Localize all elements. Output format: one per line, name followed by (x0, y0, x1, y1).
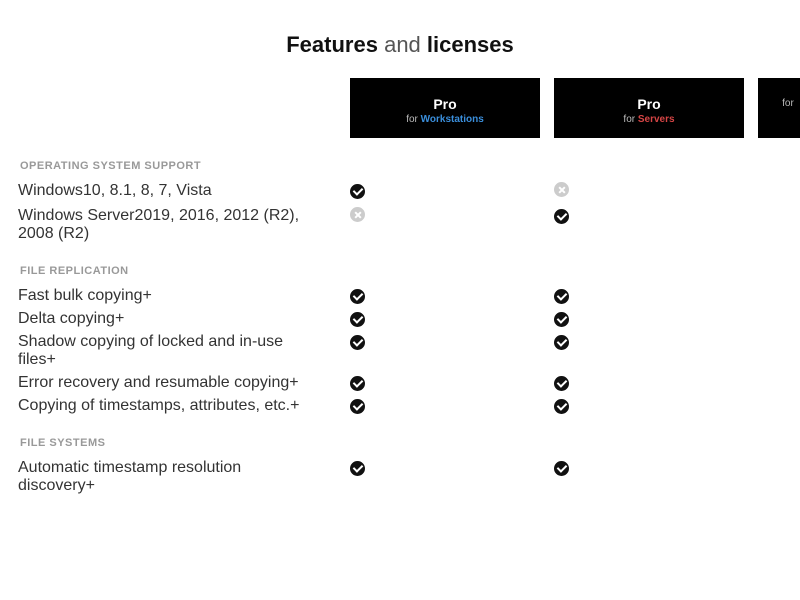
plan-header: Pro for Servers (554, 78, 744, 138)
feature-label: Automatic timestamp resolution discovery… (18, 459, 336, 495)
spacer (554, 243, 744, 287)
feature-cell (758, 397, 800, 415)
expand-icon[interactable]: + (143, 287, 152, 304)
unavailable-icon (350, 207, 365, 222)
feature-label: Windows10, 8.1, 8, 7, Vista (18, 182, 336, 202)
spacer (758, 243, 800, 287)
expand-icon[interactable]: + (289, 374, 298, 391)
plan-subtitle: for Servers (562, 114, 736, 125)
check-icon (554, 399, 569, 414)
feature-name: Shadow copying of locked and in-use file… (18, 333, 283, 368)
spacer (554, 138, 744, 182)
plan-target: Servers (638, 114, 675, 125)
plan-name: Pro (562, 96, 736, 112)
check-icon (554, 289, 569, 304)
feature-detail: 10, 8.1, 8, 7, Vista (83, 182, 212, 199)
header-spacer (18, 78, 336, 138)
feature-cell (554, 182, 744, 202)
plan-header: for (758, 78, 800, 138)
check-icon (554, 376, 569, 391)
section-title: OPERATING SYSTEM SUPPORT (18, 138, 306, 182)
expand-icon[interactable]: + (290, 397, 299, 414)
feature-cell (554, 374, 744, 392)
spacer (350, 243, 540, 287)
check-icon (350, 461, 365, 476)
check-icon (554, 209, 569, 224)
plan-for: for (623, 114, 637, 125)
feature-cell (554, 333, 744, 369)
section-header: FILE REPLICATION (18, 243, 336, 287)
feature-label: Delta copying+ (18, 310, 336, 328)
feature-cell (350, 333, 540, 369)
unavailable-icon (554, 182, 569, 197)
check-icon (350, 399, 365, 414)
check-icon (554, 312, 569, 327)
feature-cell (758, 459, 800, 495)
spacer (350, 138, 540, 182)
feature-cell (350, 374, 540, 392)
feature-name: Fast bulk copying (18, 287, 143, 304)
title-word-3: licenses (427, 32, 514, 57)
section-header: FILE SYSTEMS (18, 415, 336, 459)
feature-label: Shadow copying of locked and in-use file… (18, 333, 336, 369)
check-icon (554, 335, 569, 350)
check-icon (350, 184, 365, 199)
feature-cell (350, 287, 540, 305)
feature-cell (350, 397, 540, 415)
check-icon (350, 376, 365, 391)
feature-label: Fast bulk copying+ (18, 287, 336, 305)
check-icon (554, 461, 569, 476)
feature-cell (554, 207, 744, 243)
plan-for: for (782, 98, 794, 109)
feature-cell (554, 287, 744, 305)
feature-name: Delta copying (18, 310, 115, 327)
spacer (758, 415, 800, 459)
expand-icon[interactable]: + (46, 351, 55, 368)
check-icon (350, 312, 365, 327)
feature-name: Copying of timestamps, attributes, etc. (18, 397, 290, 414)
plan-name: Pro (358, 96, 532, 112)
plan-subtitle: for Workstations (358, 114, 532, 125)
feature-cell (554, 310, 744, 328)
page-title: Features and licenses (0, 0, 800, 78)
spacer (554, 415, 744, 459)
feature-label: Copying of timestamps, attributes, etc.+ (18, 397, 336, 415)
feature-name: Windows Server (18, 207, 134, 224)
feature-cell (758, 374, 800, 392)
feature-name: Automatic timestamp resolution discovery (18, 459, 241, 494)
plan-subtitle: for (766, 98, 800, 109)
feature-cell (350, 182, 540, 202)
expand-icon[interactable]: + (115, 310, 124, 327)
spacer (758, 138, 800, 182)
feature-name: Windows (18, 182, 83, 199)
feature-cell (758, 333, 800, 369)
feature-cell (758, 310, 800, 328)
feature-cell (554, 459, 744, 495)
feature-cell (758, 287, 800, 305)
feature-cell (758, 182, 800, 202)
feature-cell (350, 459, 540, 495)
check-icon (350, 289, 365, 304)
feature-label: Error recovery and resumable copying+ (18, 374, 336, 392)
title-word-1: Features (286, 32, 378, 57)
feature-cell (350, 207, 540, 243)
section-header: OPERATING SYSTEM SUPPORT (18, 138, 336, 182)
feature-cell (554, 397, 744, 415)
feature-cell (350, 310, 540, 328)
expand-icon[interactable]: + (86, 477, 95, 494)
feature-cell (758, 207, 800, 243)
feature-label: Windows Server2019, 2016, 2012 (R2), 200… (18, 207, 336, 243)
feature-name: Error recovery and resumable copying (18, 374, 289, 391)
check-icon (350, 335, 365, 350)
section-title: FILE SYSTEMS (18, 415, 306, 459)
plan-for: for (406, 114, 420, 125)
section-title: FILE REPLICATION (18, 243, 306, 287)
comparison-table: Profor WorkstationsProfor Serversfor OPE… (0, 78, 800, 495)
plan-header: Pro for Workstations (350, 78, 540, 138)
plan-target: Workstations (421, 114, 484, 125)
spacer (350, 415, 540, 459)
title-word-2: and (384, 32, 421, 57)
